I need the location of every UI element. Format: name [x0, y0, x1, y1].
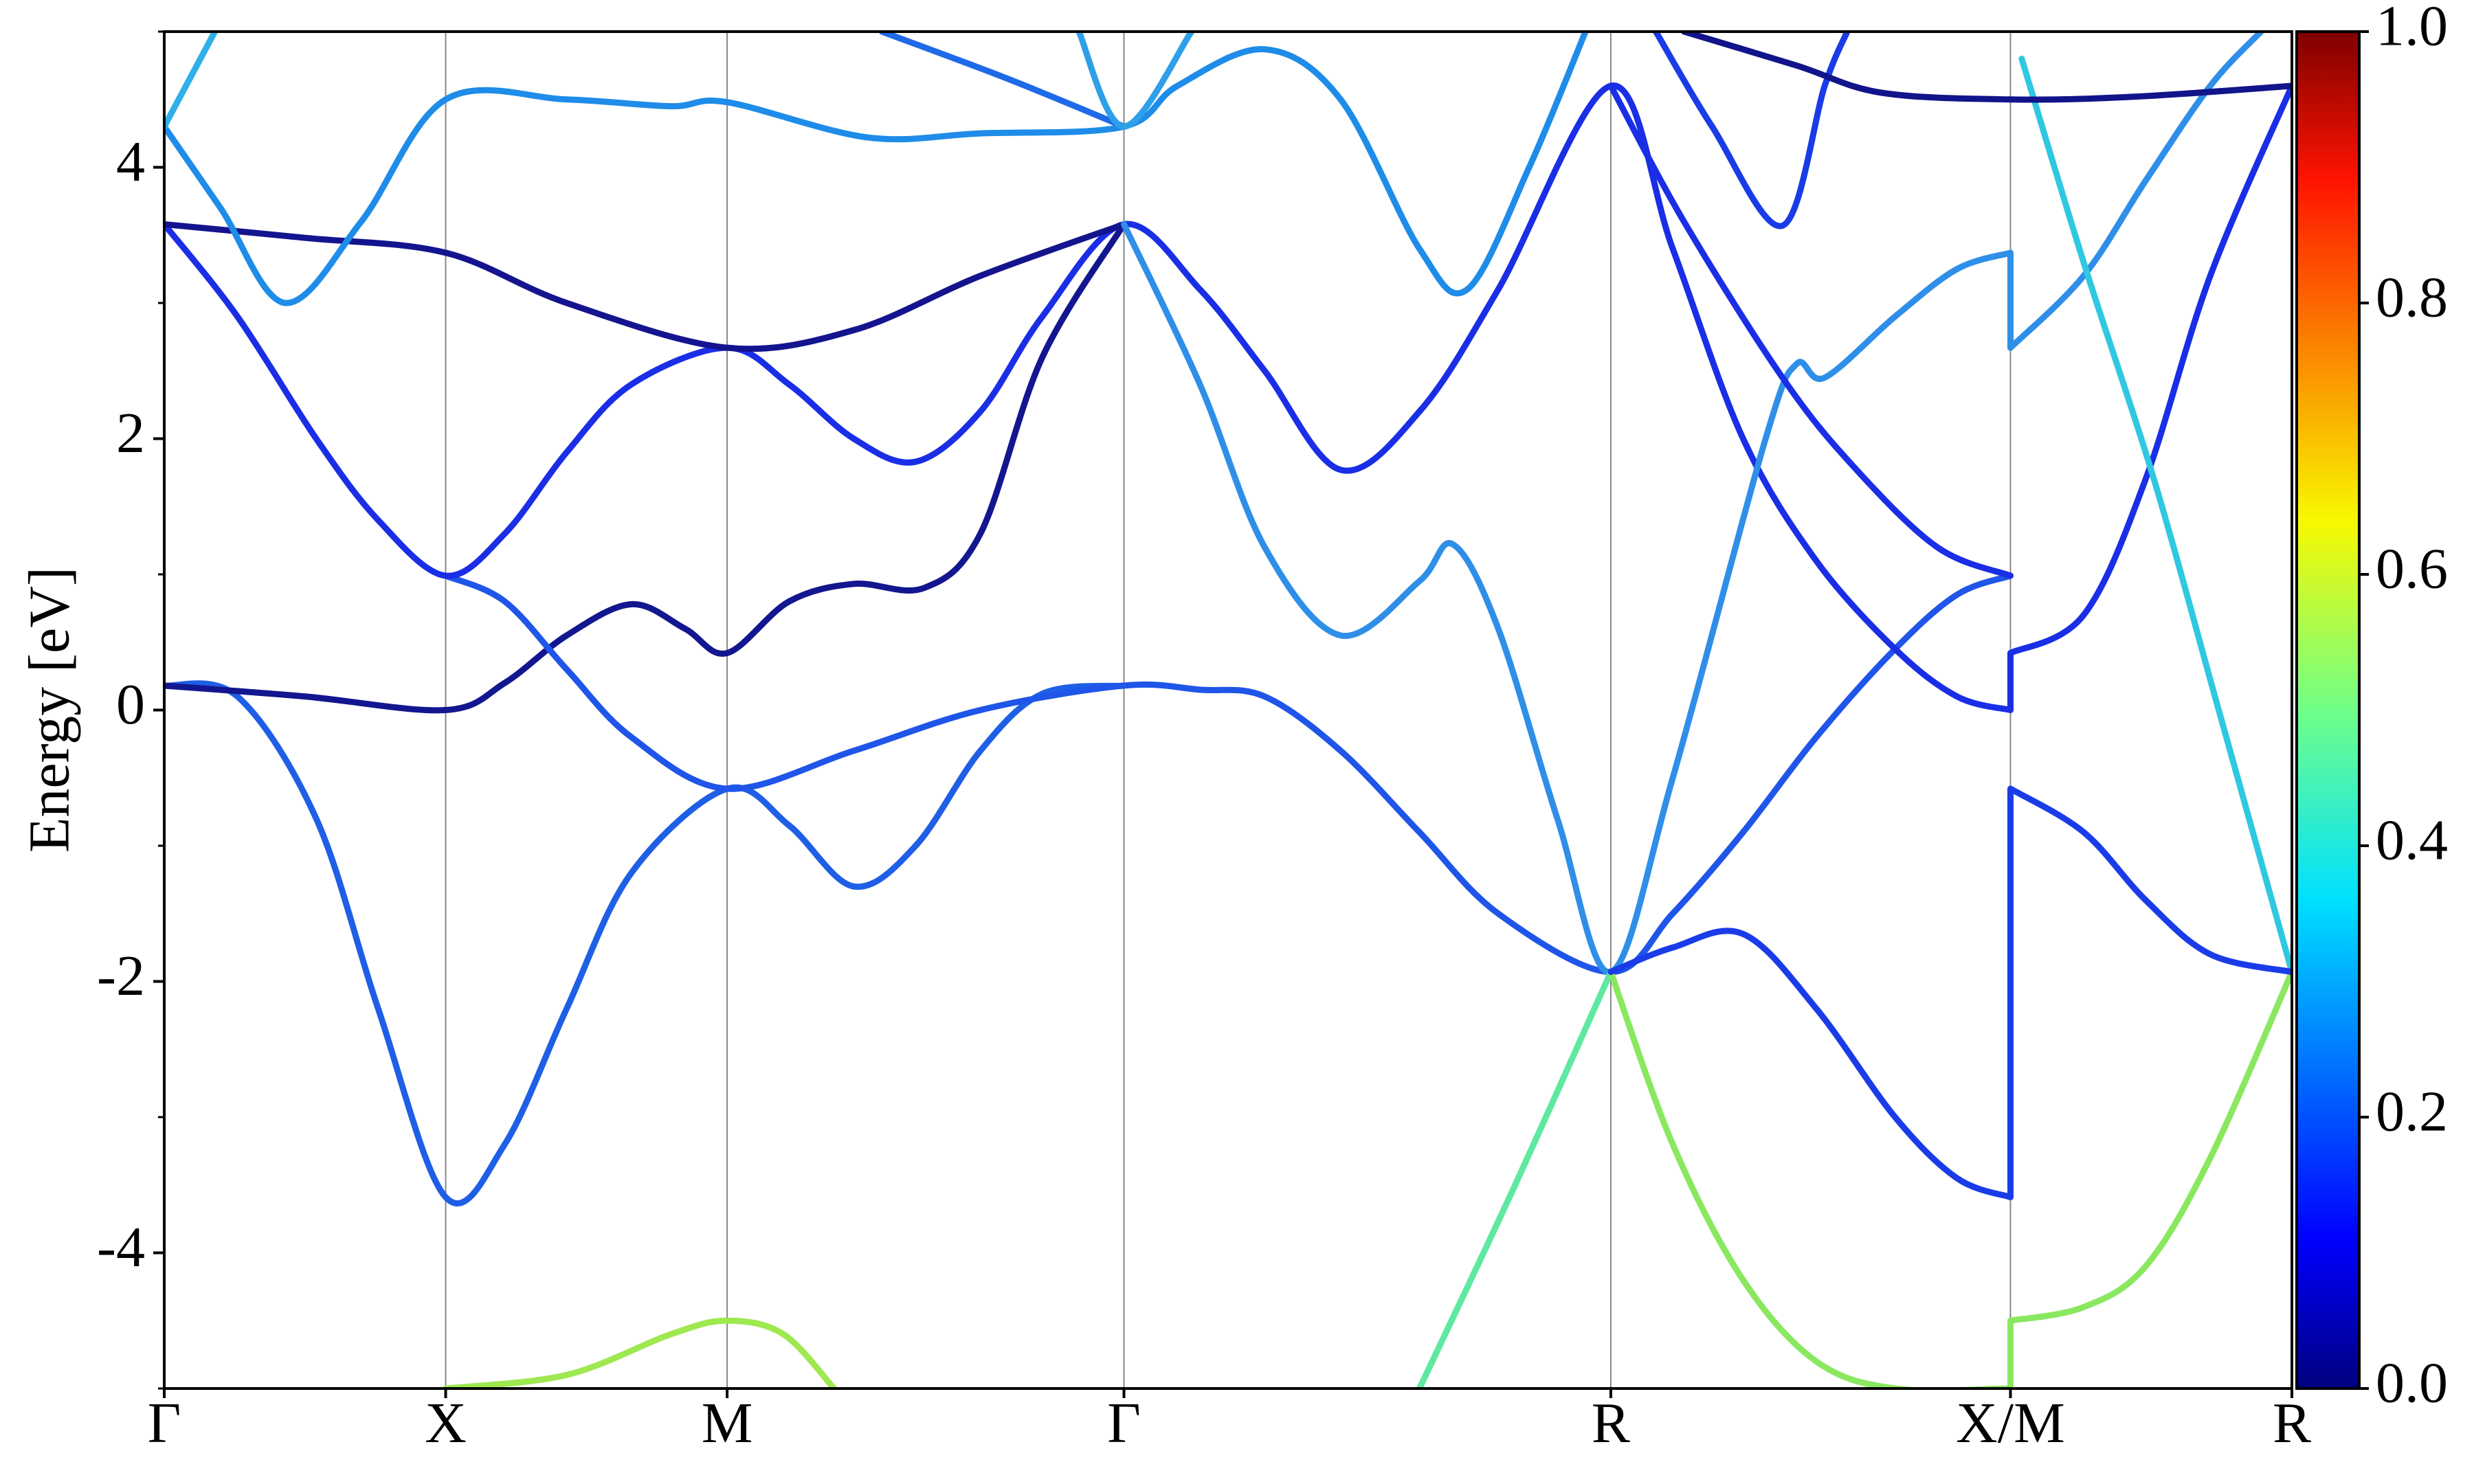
- colorbar-tick-label: 0.8: [2376, 265, 2448, 329]
- x-tick-label: M: [702, 1391, 753, 1455]
- y-tick-label: -2: [97, 944, 145, 1008]
- band-line: [1680, 32, 2292, 103]
- y-axis-label: Energy [eV]: [17, 567, 81, 853]
- band-line: [1416, 969, 1614, 1389]
- band-line: [443, 1317, 838, 1389]
- colorbar-tick-label: 0.6: [2376, 537, 2448, 600]
- x-tick-label: Γ: [1107, 1391, 1141, 1455]
- colorbar-tick-label: 0.2: [2376, 1079, 2448, 1143]
- band-line: [164, 221, 1127, 714]
- band-line: [1120, 32, 2264, 976]
- band-line: [164, 221, 1127, 352]
- x-tick-label: R: [2273, 1391, 2311, 1455]
- band-line: [878, 32, 1127, 130]
- band-line: [164, 82, 2292, 713]
- y-tick-label: 4: [116, 130, 145, 194]
- axes: Γ X M Γ R X/M R -4 -2 0 2 4 0.0 0.2 0.4 0.6 0.8 1.0: [97, 0, 2448, 1455]
- y-tick-label: -4: [97, 1215, 145, 1279]
- colorbar: [2295, 30, 2361, 1390]
- colorbar-tick-label: 0.0: [2376, 1351, 2448, 1415]
- band-line: [1652, 32, 1851, 229]
- band-line: [1607, 82, 2014, 579]
- bands: [164, 32, 2292, 1389]
- band-line: [1607, 969, 2292, 1389]
- colorbar-tick-label: 0.4: [2376, 808, 2448, 872]
- colorbar-tick-label: 1.0: [2376, 0, 2448, 58]
- y-tick-label: 0: [116, 673, 145, 737]
- y-tick-label: 2: [116, 401, 145, 465]
- band-line: [164, 32, 219, 130]
- x-tick-label: Γ: [148, 1391, 181, 1455]
- band-line: [164, 680, 1127, 1206]
- x-tick-label: X: [425, 1391, 467, 1455]
- x-tick-label: R: [1592, 1391, 1630, 1455]
- band-line: [2018, 56, 2292, 976]
- x-tick-label: X/M: [1956, 1391, 2065, 1455]
- band-line: [1076, 32, 1195, 130]
- band-line: [164, 32, 1589, 306]
- band-line: [443, 572, 2014, 976]
- band-line: [1607, 785, 2292, 1201]
